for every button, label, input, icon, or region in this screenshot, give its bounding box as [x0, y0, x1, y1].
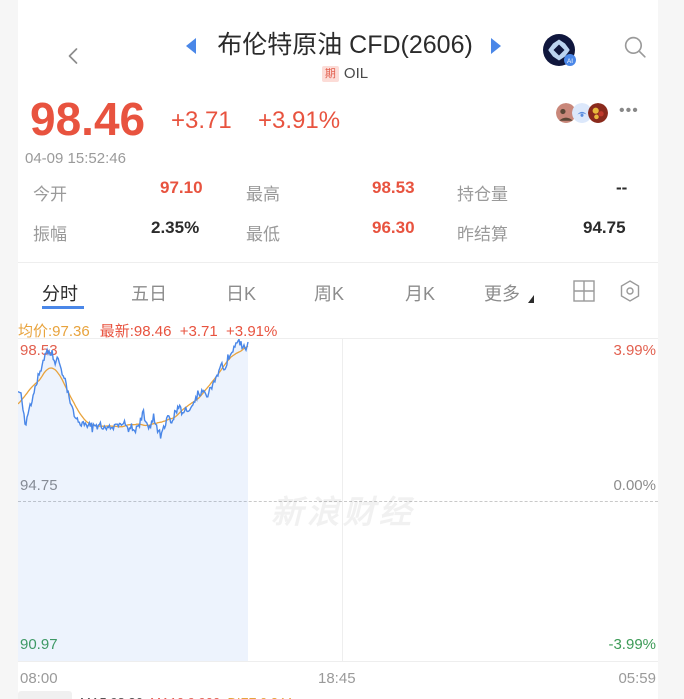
svg-text:AI: AI — [567, 58, 573, 65]
